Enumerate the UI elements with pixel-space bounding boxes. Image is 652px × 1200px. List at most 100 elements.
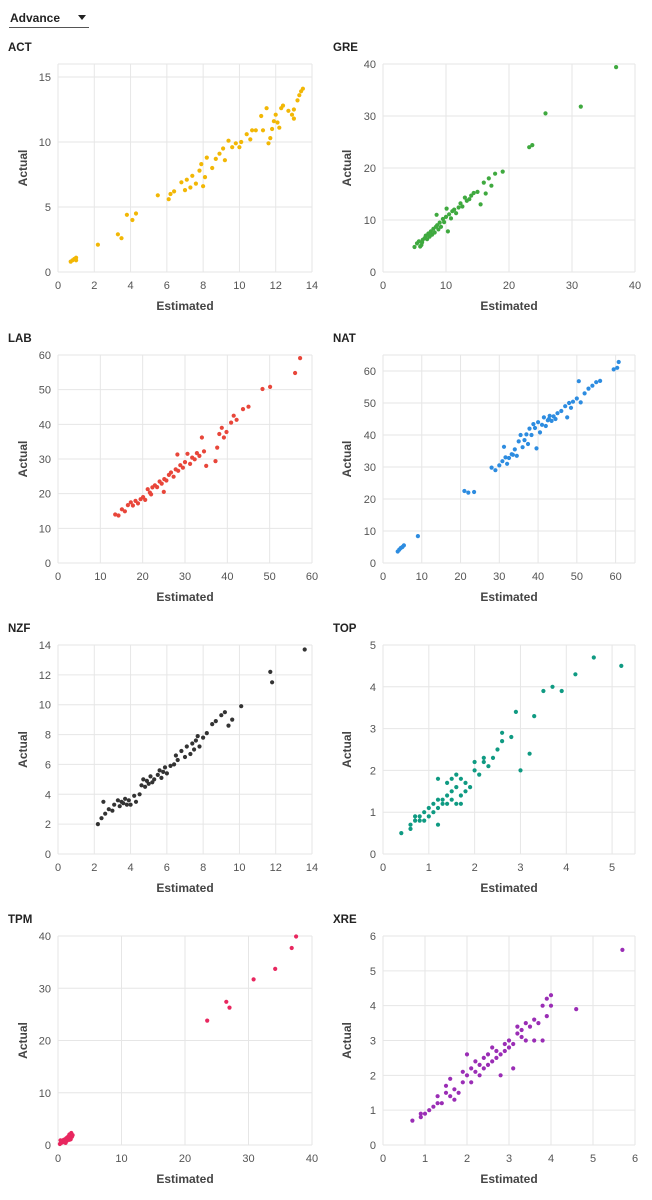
data-point xyxy=(555,411,560,416)
x-axis-label: Estimated xyxy=(480,590,537,604)
y-tick-label: 30 xyxy=(39,983,51,995)
x-tick-label: 1 xyxy=(426,862,432,874)
data-point xyxy=(471,190,476,196)
view-dropdown[interactable]: Advance xyxy=(9,8,89,28)
y-tick-label: 20 xyxy=(364,494,376,506)
data-point xyxy=(540,1038,545,1043)
data-point xyxy=(546,416,552,422)
y-tick-label: 0 xyxy=(45,558,51,570)
data-point xyxy=(481,755,486,761)
data-point xyxy=(291,116,296,121)
data-point xyxy=(289,945,294,951)
x-axis-label: Estimated xyxy=(156,881,213,895)
data-point xyxy=(530,143,535,148)
data-point xyxy=(251,977,256,982)
data-point xyxy=(449,797,454,802)
y-tick-label: 1 xyxy=(370,807,376,819)
x-tick-label: 10 xyxy=(115,1153,127,1165)
data-point xyxy=(502,1048,507,1054)
data-point xyxy=(494,1048,499,1054)
data-point xyxy=(505,461,510,466)
data-point xyxy=(466,490,471,495)
data-points xyxy=(395,359,621,554)
data-point xyxy=(434,212,439,217)
x-tick-label: 10 xyxy=(440,280,452,292)
data-point xyxy=(567,400,572,406)
data-point xyxy=(297,93,302,98)
data-point xyxy=(477,1062,482,1067)
data-points xyxy=(412,65,619,250)
y-tick-label: 30 xyxy=(39,454,51,466)
data-point xyxy=(481,759,486,765)
data-point xyxy=(440,801,445,806)
y-axis-label: Actual xyxy=(340,150,354,187)
chart-title: TOP xyxy=(333,623,357,635)
data-points xyxy=(410,947,625,1123)
x-tick-label: 50 xyxy=(571,571,583,583)
data-point xyxy=(524,432,529,437)
data-point xyxy=(500,169,505,174)
data-point xyxy=(260,128,266,133)
x-tick-label: 0 xyxy=(380,280,386,292)
data-point xyxy=(462,488,467,494)
data-point xyxy=(417,814,422,819)
data-point xyxy=(289,112,295,117)
data-point xyxy=(515,1031,520,1036)
data-point xyxy=(527,1024,533,1029)
data-point xyxy=(544,1014,549,1019)
data-point xyxy=(513,709,519,715)
data-point xyxy=(442,220,447,225)
data-point xyxy=(213,156,218,161)
data-point xyxy=(435,776,441,781)
data-points xyxy=(399,655,624,836)
y-tick-label: 20 xyxy=(39,1036,51,1048)
data-point xyxy=(222,158,227,163)
data-point xyxy=(230,145,235,150)
chart-grid xyxy=(57,935,313,1146)
data-point xyxy=(95,242,100,247)
data-point xyxy=(146,781,151,786)
data-point xyxy=(141,777,146,782)
y-tick-label: 3 xyxy=(370,724,376,736)
data-point xyxy=(201,184,206,189)
x-tick-label: 10 xyxy=(94,571,106,583)
x-tick-label: 0 xyxy=(55,1153,61,1165)
data-point xyxy=(210,722,215,727)
y-tick-label: 0 xyxy=(370,1140,376,1152)
data-point xyxy=(449,776,454,781)
data-point xyxy=(493,171,498,176)
data-point xyxy=(448,1094,453,1099)
data-point xyxy=(202,175,208,180)
y-tick-label: 0 xyxy=(45,849,51,861)
data-point xyxy=(182,188,188,193)
data-point xyxy=(531,422,536,427)
data-point xyxy=(159,481,164,486)
data-point xyxy=(268,384,273,389)
data-point xyxy=(525,441,531,447)
x-tick-label: 10 xyxy=(233,862,245,874)
data-point xyxy=(615,365,620,370)
data-point xyxy=(70,1133,75,1138)
data-point xyxy=(237,145,242,150)
x-tick-label: 40 xyxy=(221,571,233,583)
data-point xyxy=(456,1090,461,1095)
data-point xyxy=(473,1059,478,1064)
data-point xyxy=(244,132,249,137)
data-point xyxy=(204,155,209,160)
data-point xyxy=(205,1018,210,1023)
data-point xyxy=(273,966,278,972)
chart-grid xyxy=(382,935,636,1146)
data-point xyxy=(95,822,100,827)
data-point xyxy=(611,367,616,372)
y-tick-label: 0 xyxy=(370,267,376,279)
x-tick-label: 2 xyxy=(91,280,97,292)
data-point xyxy=(518,432,523,438)
data-point xyxy=(219,425,224,430)
data-point xyxy=(233,141,238,146)
data-point xyxy=(184,177,189,182)
data-point xyxy=(501,444,507,449)
data-point xyxy=(464,1052,470,1057)
data-point xyxy=(578,104,583,109)
data-point xyxy=(270,126,275,132)
data-point xyxy=(271,119,276,124)
